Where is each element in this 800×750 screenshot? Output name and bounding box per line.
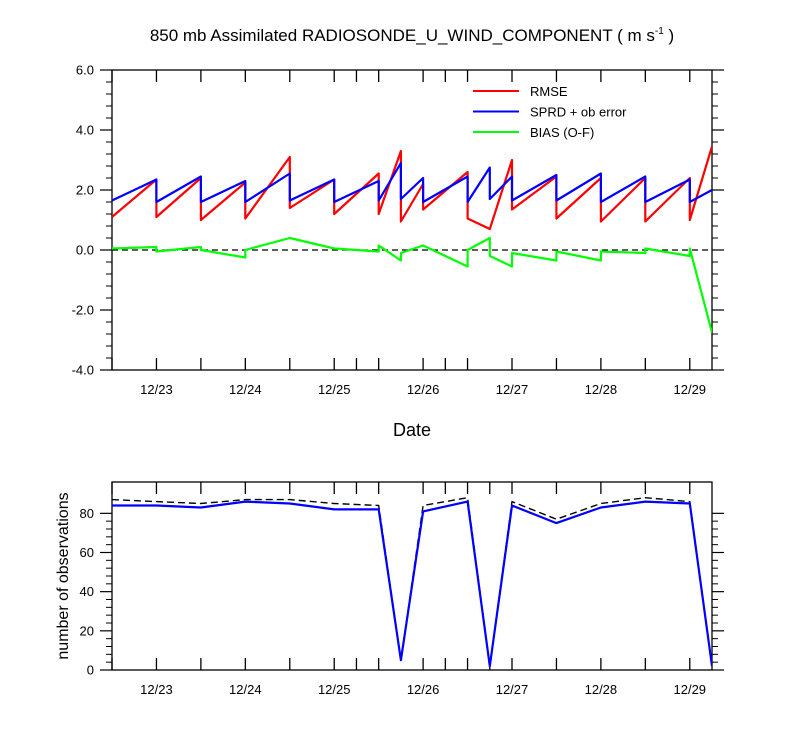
legend-label-spread: SPRD + ob error xyxy=(530,105,627,120)
x-tick-label: 12/28 xyxy=(585,382,618,397)
y-tick-label: 0 xyxy=(87,663,94,678)
x-tick-label: 12/24 xyxy=(229,682,262,697)
y-tick-label: 80 xyxy=(80,506,94,521)
plot-frame xyxy=(111,481,713,671)
y-tick-label: 0.0 xyxy=(76,243,94,258)
y-tick-label: 6.0 xyxy=(76,63,94,78)
chart-title-exponent: -1 xyxy=(655,26,664,37)
series-line-spread xyxy=(112,161,712,204)
x-tick-label: 12/29 xyxy=(674,682,707,697)
x-tick-label: 12/25 xyxy=(318,382,351,397)
y-tick-label: 20 xyxy=(80,623,94,638)
x-tick-label: 12/23 xyxy=(140,682,173,697)
x-tick-label: 12/23 xyxy=(140,382,173,397)
x-tick-label: 12/25 xyxy=(318,682,351,697)
chart-title-main: 850 mb Assimilated RADIOSONDE_U_WIND_COM… xyxy=(150,26,655,45)
x-tick-label: 12/29 xyxy=(674,382,707,397)
series-line-nobs_used xyxy=(112,500,712,668)
chart-title-tail: ) xyxy=(664,26,674,45)
bottom-plot: 0 20 40 60 80 12/23 12/24 12/25 12/26 12/27 12/28 1… xyxy=(80,481,724,697)
x-tick-label: 12/27 xyxy=(496,382,529,397)
x-tick-label: 12/26 xyxy=(407,382,440,397)
legend-label-rmse: RMSE xyxy=(530,84,568,99)
top-plot: 6.0 4.0 2.0 0.0 -2.0 -4.0 12/23 12/24 12/25 12/26… xyxy=(72,63,724,397)
y-tick-label: -4.0 xyxy=(72,363,94,378)
x-tick-label: 12/24 xyxy=(229,382,262,397)
x-axis-title: Date xyxy=(393,420,431,440)
y-tick-label: 4.0 xyxy=(76,123,94,138)
y-tick-label: 2.0 xyxy=(76,183,94,198)
y-tick-label: 60 xyxy=(80,545,94,560)
y-tick-label: 40 xyxy=(80,584,94,599)
plot-frame xyxy=(111,69,713,371)
y-axis-title-observations: number of observations xyxy=(55,492,72,659)
legend-label-bias: BIAS (O-F) xyxy=(530,125,594,140)
series-line-bias xyxy=(112,236,712,333)
y-tick-label: -2.0 xyxy=(72,303,94,318)
series-line-nobs_total xyxy=(112,497,712,667)
chart-title: 850 mb Assimilated RADIOSONDE_U_WIND_COM… xyxy=(150,26,674,45)
x-tick-label: 12/28 xyxy=(585,682,618,697)
x-tick-label: 12/27 xyxy=(496,682,529,697)
x-tick-label: 12/26 xyxy=(407,682,440,697)
